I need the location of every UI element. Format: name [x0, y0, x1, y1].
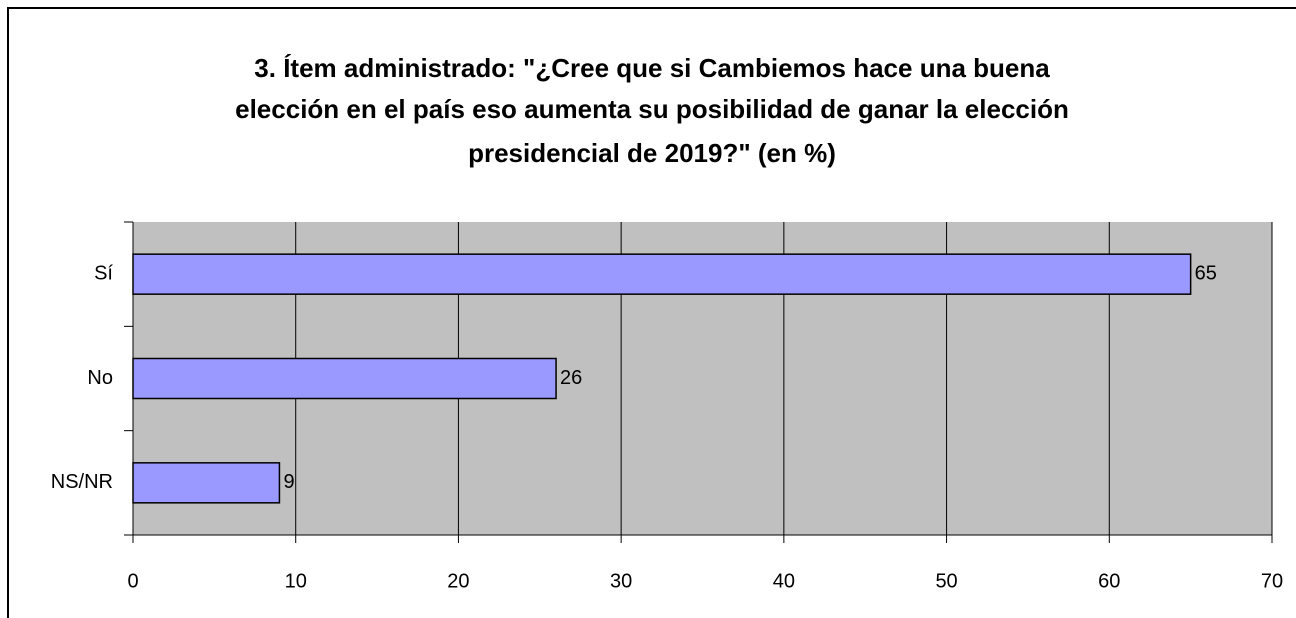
y-tick-label: No	[87, 367, 113, 389]
value-label: 26	[560, 367, 582, 389]
chart-title: presidencial de 2019?" (en %)	[468, 138, 836, 168]
y-tick-label: Sí	[94, 262, 113, 284]
x-tick-label: 50	[935, 570, 957, 592]
bar	[132, 462, 281, 504]
x-tick-label: 60	[1098, 570, 1120, 592]
x-tick-label: 10	[285, 570, 307, 592]
x-tick-label: 70	[1261, 570, 1283, 592]
chart-title: 3. Ítem administrado: "¿Cree que si Camb…	[254, 53, 1050, 83]
value-label: 65	[1195, 262, 1217, 284]
x-tick-label: 30	[610, 570, 632, 592]
bar	[132, 357, 557, 400]
value-label: 9	[283, 471, 294, 493]
x-tick-label: 0	[127, 570, 138, 592]
y-tick-label: NS/NR	[51, 471, 113, 493]
bar	[132, 253, 1192, 295]
x-tick-label: 40	[773, 570, 795, 592]
chart-title: elección en el país eso aumenta su posib…	[235, 94, 1069, 124]
x-tick-label: 20	[447, 570, 469, 592]
